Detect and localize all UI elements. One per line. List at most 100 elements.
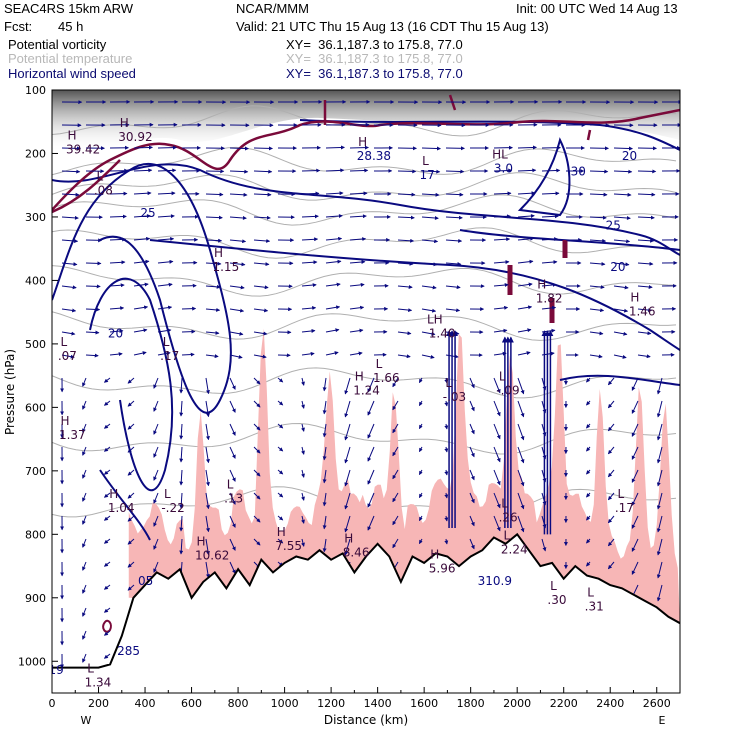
wind-vector — [344, 492, 351, 510]
field-wind-name: Horizontal wind speed — [8, 66, 136, 81]
wind-vector — [344, 538, 351, 556]
wind-vector — [493, 283, 509, 287]
contour-labels: H39.42L.08H30.92L.17H1.15L.07H1.37H1.24L… — [52, 116, 656, 690]
wind-vector — [109, 260, 126, 265]
wind-vector — [229, 515, 236, 528]
wind-vector — [133, 168, 153, 173]
wind-vector — [153, 377, 159, 389]
wind-vector — [418, 492, 423, 499]
wind-vector — [157, 259, 174, 264]
wind-vector — [493, 515, 501, 532]
wind-vector — [656, 400, 663, 418]
hl-marker: L — [550, 579, 557, 593]
wind-vector — [127, 584, 135, 591]
wind-vector — [61, 285, 77, 290]
pv-anomaly — [507, 265, 513, 295]
contour-value-label: -.09 — [496, 384, 519, 398]
wind-vector — [205, 377, 210, 395]
contour-value-label: 39.42 — [66, 142, 100, 156]
wind-vector — [493, 469, 501, 486]
wind-vector — [103, 446, 111, 452]
wind-vector — [153, 400, 159, 412]
hl-marker: HL — [492, 148, 508, 162]
wind-vector — [133, 282, 149, 287]
wind-vector — [153, 538, 159, 550]
wind-vector — [613, 192, 632, 197]
theta-contour — [52, 311, 677, 341]
wind-vector — [493, 423, 501, 440]
hl-marker: L — [87, 662, 94, 676]
wind-vector — [277, 400, 284, 406]
contour-value-label: 1.82 — [536, 292, 563, 306]
wind-vector — [301, 306, 317, 311]
wind-vector — [61, 215, 79, 220]
hl-marker: H — [355, 370, 364, 384]
wind-vector — [613, 146, 633, 151]
hl-marker: L — [587, 585, 594, 599]
y-tick-label: 900 — [25, 592, 46, 605]
wind-vector — [445, 308, 461, 313]
contour-value-label: -.03 — [443, 390, 466, 404]
wind-vector — [656, 446, 663, 464]
hl-marker: L — [501, 497, 508, 511]
wind-vector — [229, 239, 247, 244]
wind-vector — [253, 331, 268, 336]
contour-value-label: -.22 — [161, 501, 184, 515]
wind-vector — [517, 236, 535, 241]
wind-vector — [277, 492, 284, 498]
hl-marker: L — [618, 487, 625, 501]
wind-speed-contour — [149, 239, 680, 351]
wind-vector — [541, 260, 558, 265]
wind-vector — [109, 352, 123, 357]
wind-vector — [205, 192, 224, 197]
wind-vector — [418, 377, 423, 384]
wind-vector — [301, 191, 320, 196]
wind-vector — [103, 607, 111, 613]
wind-vector — [631, 538, 639, 552]
wind-vector — [418, 446, 423, 453]
wind-vector — [445, 238, 463, 243]
wind-vector — [656, 492, 663, 510]
hl-marker: L — [445, 376, 452, 390]
wind-speed-contour — [52, 163, 680, 256]
wind-vector — [301, 377, 305, 386]
wind-vector — [301, 446, 305, 455]
hl-marker: H — [630, 290, 639, 304]
wind-vector — [153, 492, 159, 504]
model-title: SEAC4RS 15km ARW — [4, 1, 134, 16]
wind-vector — [493, 305, 509, 310]
wind-vector — [445, 215, 463, 220]
wind-vector — [397, 238, 415, 243]
theta-contour — [52, 194, 677, 226]
wind-vector — [322, 423, 327, 438]
wind-vector — [517, 400, 525, 418]
wind-vector — [301, 469, 305, 478]
wind-vector — [301, 400, 305, 409]
wind-vector — [127, 469, 135, 476]
terrain-fill — [52, 534, 680, 693]
wind-vector — [277, 538, 284, 544]
contour-value-label: 17 — [419, 168, 434, 182]
wind-vector — [253, 285, 269, 290]
wind-vector — [325, 282, 341, 287]
contour-value-label: 1.15 — [212, 260, 239, 274]
contour-value-label: .13 — [224, 492, 243, 506]
hl-marker: H — [67, 128, 76, 142]
wind-vector — [444, 400, 449, 407]
wind-vector — [637, 215, 655, 220]
contour-value-label: 30 — [571, 165, 586, 179]
wind-vector — [637, 261, 654, 266]
y-tick-label: 800 — [25, 528, 46, 541]
wind-vector — [418, 538, 423, 545]
wind-vector — [179, 377, 184, 394]
wind-vector — [589, 238, 607, 243]
y-tick-label: 300 — [25, 211, 46, 224]
x-tick-label: 2000 — [503, 697, 531, 710]
wind-vector — [517, 305, 533, 310]
x-axis: 0 200 400 600 800 1000 1200 1400 1600 1800 2000 220… — [49, 687, 671, 710]
wind-vector — [517, 377, 525, 395]
wind-vector — [205, 330, 220, 335]
wind-vector — [444, 492, 449, 499]
wind-vector — [631, 561, 639, 575]
wind-vector — [517, 515, 525, 533]
